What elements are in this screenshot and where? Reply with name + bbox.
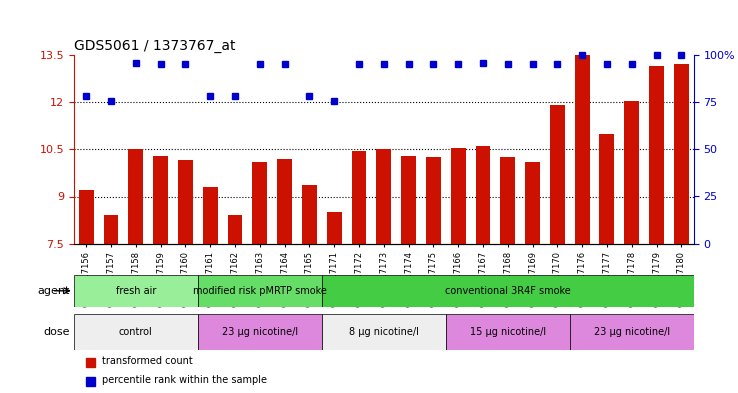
Bar bbox=[252, 162, 267, 393]
Bar bbox=[277, 159, 292, 393]
FancyBboxPatch shape bbox=[74, 275, 198, 307]
FancyBboxPatch shape bbox=[74, 314, 198, 350]
Text: 15 µg nicotine/l: 15 µg nicotine/l bbox=[469, 327, 546, 337]
FancyBboxPatch shape bbox=[570, 314, 694, 350]
FancyBboxPatch shape bbox=[322, 275, 694, 307]
Text: 23 µg nicotine/l: 23 µg nicotine/l bbox=[221, 327, 298, 337]
Bar bbox=[475, 146, 490, 393]
Bar bbox=[575, 55, 590, 393]
Bar bbox=[178, 160, 193, 393]
Bar bbox=[550, 105, 565, 393]
Bar bbox=[500, 157, 515, 393]
Text: fresh air: fresh air bbox=[116, 286, 156, 296]
Bar bbox=[674, 64, 689, 393]
Text: transformed count: transformed count bbox=[102, 356, 193, 366]
Bar bbox=[227, 215, 242, 393]
Bar bbox=[86, 358, 95, 367]
Bar bbox=[203, 187, 218, 393]
Bar bbox=[128, 149, 143, 393]
Bar bbox=[79, 190, 94, 393]
Bar bbox=[649, 66, 664, 393]
Bar bbox=[327, 212, 342, 393]
Bar bbox=[624, 101, 639, 393]
Text: conventional 3R4F smoke: conventional 3R4F smoke bbox=[445, 286, 570, 296]
Text: control: control bbox=[119, 327, 153, 337]
Bar bbox=[525, 162, 540, 393]
Bar bbox=[154, 156, 168, 393]
Text: modified risk pMRTP smoke: modified risk pMRTP smoke bbox=[193, 286, 327, 296]
Bar bbox=[86, 377, 95, 386]
FancyBboxPatch shape bbox=[322, 314, 446, 350]
FancyBboxPatch shape bbox=[446, 314, 570, 350]
Bar bbox=[401, 156, 416, 393]
Text: 8 µg nicotine/l: 8 µg nicotine/l bbox=[349, 327, 418, 337]
Bar bbox=[451, 148, 466, 393]
Bar bbox=[376, 149, 391, 393]
Text: GDS5061 / 1373767_at: GDS5061 / 1373767_at bbox=[74, 39, 235, 53]
Bar bbox=[426, 157, 441, 393]
Text: agent: agent bbox=[38, 286, 70, 296]
FancyBboxPatch shape bbox=[198, 275, 322, 307]
Bar bbox=[302, 185, 317, 393]
Bar bbox=[599, 134, 614, 393]
Bar bbox=[103, 215, 118, 393]
Text: dose: dose bbox=[44, 327, 70, 337]
Bar bbox=[351, 151, 366, 393]
Text: percentile rank within the sample: percentile rank within the sample bbox=[102, 375, 266, 385]
FancyBboxPatch shape bbox=[198, 314, 322, 350]
Text: 23 µg nicotine/l: 23 µg nicotine/l bbox=[593, 327, 670, 337]
